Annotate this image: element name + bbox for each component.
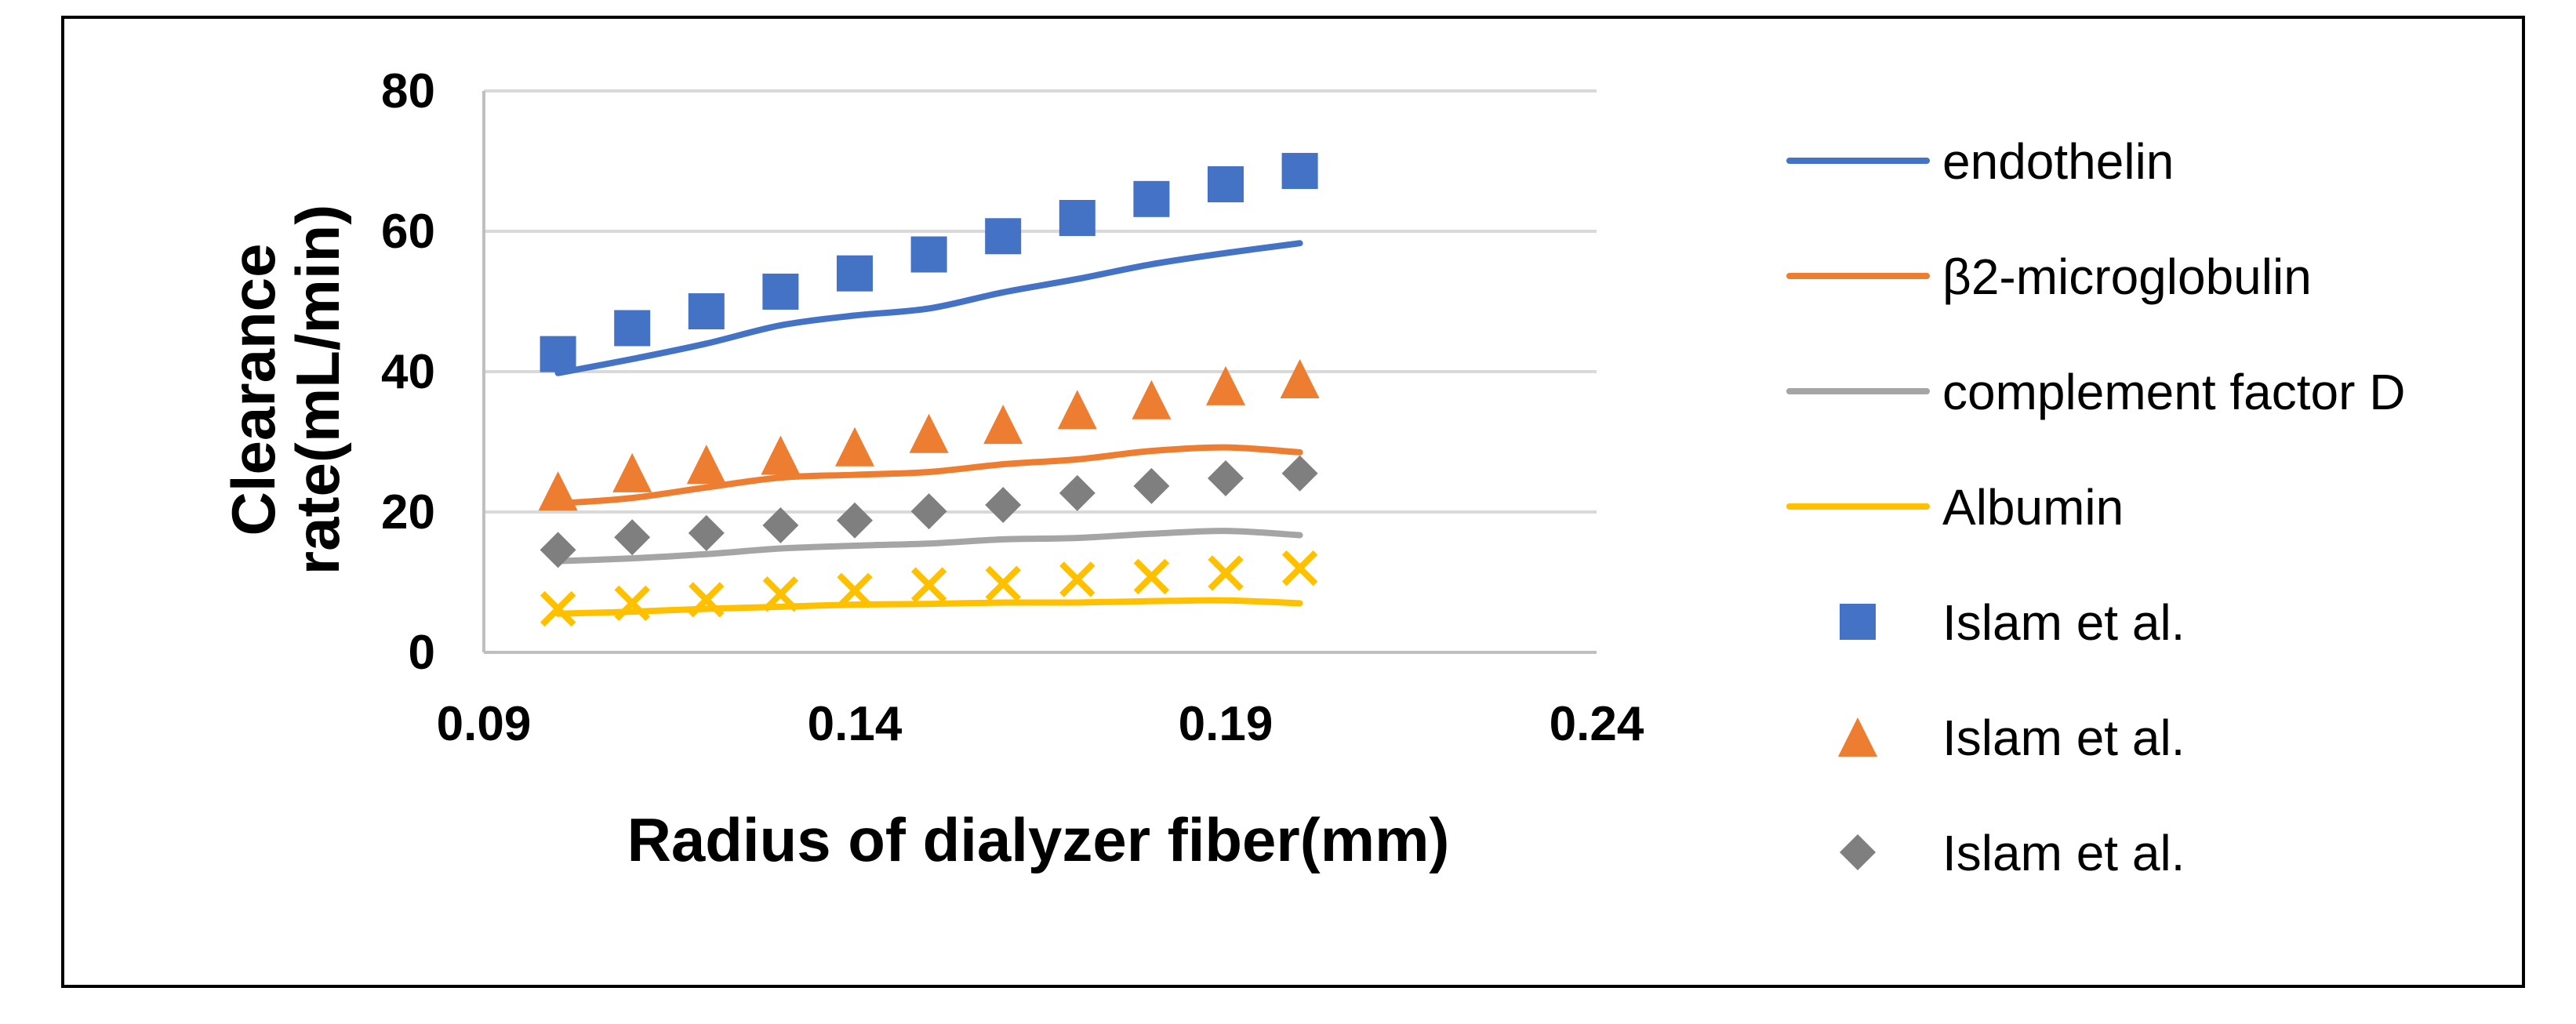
legend-swatch: [1838, 717, 1877, 757]
x-tick-label: 0.14: [808, 697, 903, 751]
data-point: [612, 452, 652, 492]
series-2: [554, 528, 1303, 565]
data-point: [910, 236, 947, 273]
series-4: [540, 153, 1318, 372]
data-point: [688, 293, 725, 330]
legend-entry-2: complement factor D: [1786, 364, 2405, 420]
legend-label: Albumin: [1942, 479, 2124, 536]
data-point: [837, 502, 873, 539]
x-tick-label: 0.24: [1550, 697, 1644, 751]
legend-label: Islam et al.: [1942, 710, 2185, 766]
series-7: [540, 550, 1318, 627]
data-point: [686, 445, 726, 485]
data-point: [761, 435, 801, 475]
data-point: [837, 255, 873, 292]
data-point: [688, 514, 725, 551]
data-point: [614, 585, 650, 622]
legend-label: complement factor D: [1942, 364, 2405, 420]
legend-entry-5: Islam et al.: [1838, 710, 2185, 766]
data-point: [762, 507, 799, 544]
legend-label: β2-microglobulin: [1942, 249, 2312, 305]
data-point: [985, 487, 1022, 524]
data-point: [1059, 199, 1095, 236]
x-tick-label: 0.19: [1179, 697, 1273, 751]
data-point: [835, 427, 874, 467]
legend: endothelin β2-microglobulin complement fac…: [1786, 133, 2405, 881]
data-point: [1059, 474, 1095, 511]
data-point: [762, 273, 799, 310]
legend-entry-1: β2-microglobulin: [1786, 249, 2312, 305]
data-point: [985, 565, 1021, 601]
data-point: [762, 576, 799, 612]
data-point: [1133, 467, 1170, 504]
legend-label: endothelin: [1942, 133, 2174, 190]
data-point: [1281, 455, 1318, 492]
data-point: [540, 532, 576, 568]
series-3: [554, 597, 1303, 617]
y-tick-label: 40: [381, 345, 435, 399]
data-point: [689, 582, 725, 618]
data-point: [1281, 550, 1318, 586]
data-point: [983, 405, 1023, 445]
data-point: [1208, 460, 1244, 497]
axis-titles: Radius of dialyzer fiber(mm) Clearance r…: [219, 205, 1449, 874]
data-point: [909, 413, 949, 453]
legend-entry-4: Islam et al.: [1840, 594, 2185, 651]
y-axis-title-line-2: rate(mL/min): [283, 205, 352, 575]
data-point: [1132, 379, 1172, 419]
series-line: [554, 444, 1303, 507]
series-0: [554, 240, 1303, 376]
x-axis-title: Radius of dialyzer fiber(mm): [627, 805, 1450, 874]
series-line: [554, 528, 1303, 565]
series: [538, 153, 1320, 627]
y-tick-label: 0: [409, 626, 435, 680]
legend-label: Islam et al.: [1942, 594, 2185, 651]
legend-entry-6: Islam et al.: [1840, 825, 2185, 881]
data-point: [1206, 365, 1245, 405]
legend-label: Islam et al.: [1942, 825, 2185, 881]
data-point: [538, 471, 578, 511]
data-point: [1133, 558, 1170, 594]
x-tick-label: 0.09: [437, 697, 532, 751]
chart-svg: 0 20 40 60 80 0.09 0.14 0.19 0.24 Radius of dial…: [219, 64, 2405, 881]
data-point: [1208, 555, 1244, 591]
y-tick-label: 60: [381, 205, 435, 259]
series-line: [554, 597, 1303, 617]
data-point: [614, 519, 651, 556]
axes: [482, 91, 1597, 654]
legend-swatch: [1840, 604, 1876, 640]
data-point: [1280, 358, 1320, 398]
series-1: [554, 444, 1303, 507]
series-6: [540, 455, 1318, 568]
data-point: [910, 493, 947, 530]
data-point: [1208, 166, 1244, 203]
data-point: [540, 590, 576, 627]
series-5: [538, 358, 1320, 511]
y-axis-title-line-1: Clearance: [219, 244, 288, 536]
data-point: [1133, 180, 1170, 217]
chart-frame: 0 20 40 60 80 0.09 0.14 0.19 0.24 Radius of dial…: [61, 16, 2525, 988]
y-tick-label: 20: [381, 485, 435, 539]
gridlines: [484, 89, 1597, 514]
legend-entry-3: Albumin: [1786, 479, 2124, 536]
tick-labels: 0 20 40 60 80 0.09 0.14 0.19 0.24: [381, 64, 1644, 751]
data-point: [1059, 561, 1095, 597]
data-point: [910, 567, 947, 603]
data-point: [837, 572, 873, 608]
data-point: [614, 310, 651, 347]
data-point: [1281, 153, 1318, 190]
data-point: [1057, 390, 1097, 430]
data-point: [540, 336, 576, 372]
y-tick-label: 80: [381, 64, 435, 118]
legend-entry-0: endothelin: [1786, 133, 2174, 190]
legend-swatch: [1840, 834, 1876, 870]
data-point: [985, 218, 1022, 255]
series-line: [554, 240, 1303, 376]
